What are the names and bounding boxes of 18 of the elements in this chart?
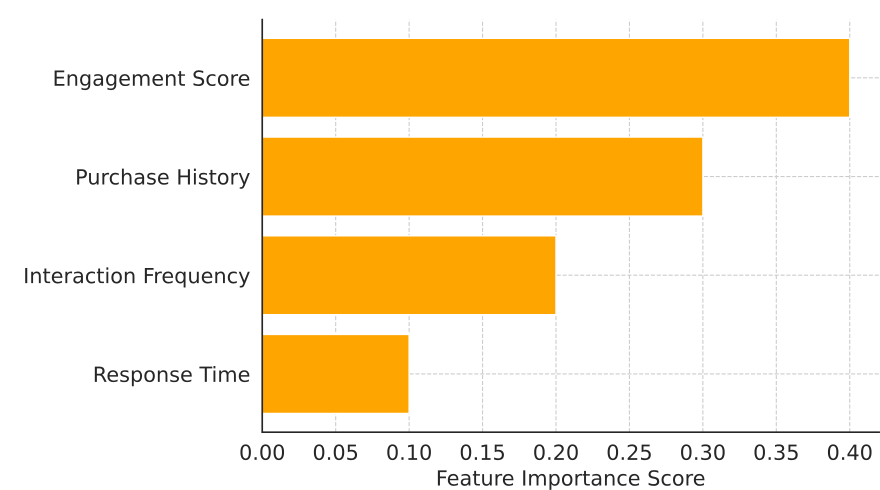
y-tick-label: Purchase History [77, 168, 250, 189]
x-tick-label: 0.30 [681, 444, 725, 460]
x-tick-label: 0.05 [314, 444, 358, 460]
y-tick-label: Engagement Score [54, 70, 250, 90]
x-tick-label: 0.10 [387, 444, 431, 460]
x-tick-label: 0.20 [534, 444, 578, 460]
x-axis-title: Feature Importance Score [438, 470, 704, 490]
x-tick-label: 0.15 [460, 444, 504, 460]
x-tick-label: 0.35 [754, 444, 798, 460]
y-tick-label: Response Time [94, 366, 250, 386]
x-tick-label: 0.00 [240, 444, 284, 460]
bar [262, 136, 704, 217]
bar [262, 38, 850, 118]
x-tick-label: 0.25 [608, 444, 651, 460]
y-tick-label: Interaction Frequency [25, 267, 250, 288]
bar [262, 235, 557, 316]
x-tick-label: 0.40 [828, 444, 872, 460]
bar [262, 334, 410, 414]
